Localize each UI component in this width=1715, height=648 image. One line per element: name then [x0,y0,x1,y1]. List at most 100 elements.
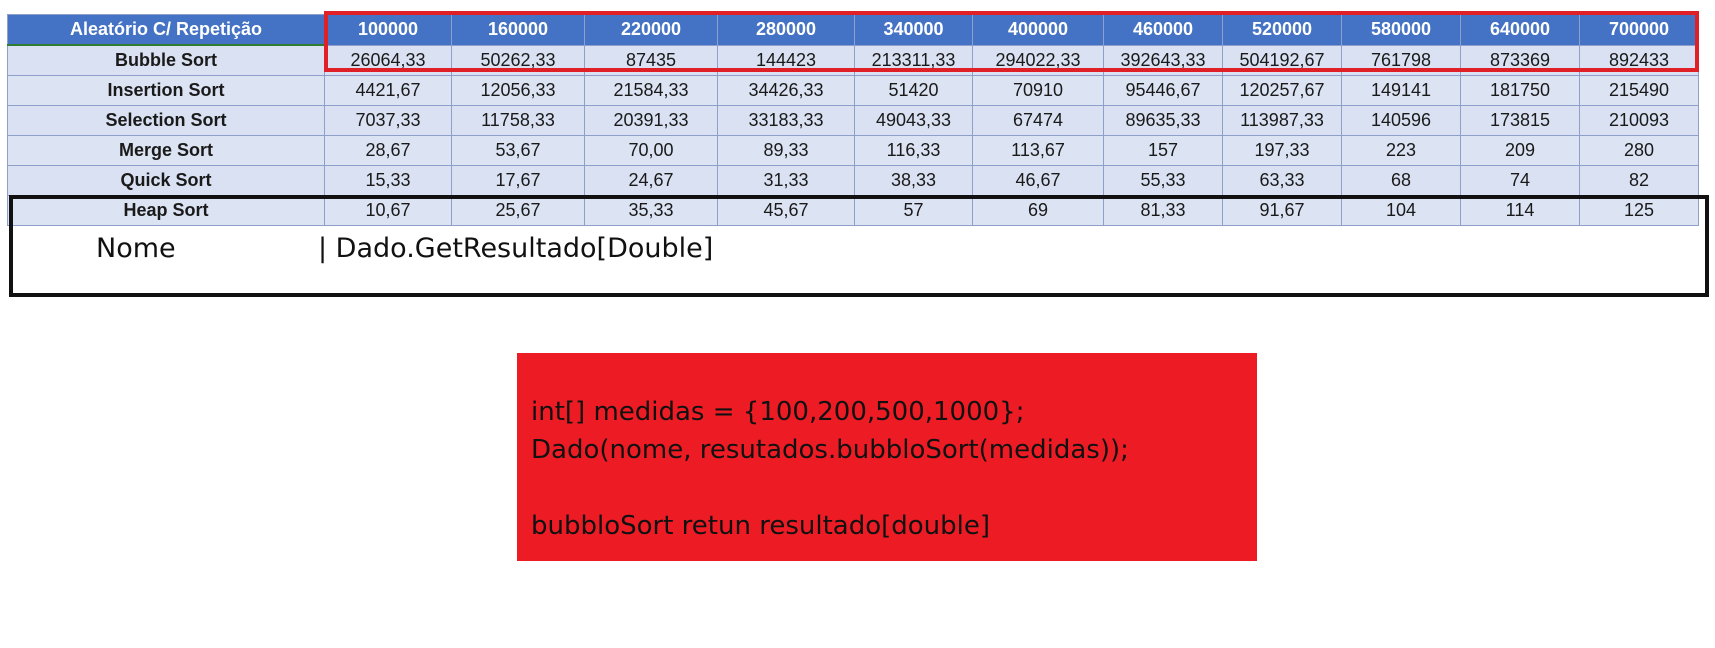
table-cell[interactable]: 34426,33 [717,75,855,106]
table-cell[interactable]: 113,67 [972,135,1104,166]
table-cell[interactable]: 69 [972,195,1104,226]
table-cell[interactable]: 33183,33 [717,105,855,136]
table-cell[interactable]: 20391,33 [584,105,718,136]
table-cell[interactable]: 21584,33 [584,75,718,106]
table-cell[interactable]: 210093 [1579,105,1699,136]
table-cell[interactable]: 4421,67 [324,75,452,106]
table-cell[interactable]: 53,67 [451,135,585,166]
table-cell[interactable]: 46,67 [972,165,1104,196]
table-cell[interactable]: 116,33 [854,135,973,166]
table-cell[interactable]: 89635,33 [1103,105,1223,136]
column-header[interactable]: 340000 [854,14,973,46]
table-cell[interactable]: 28,67 [324,135,452,166]
table-cell[interactable]: 95446,67 [1103,75,1223,106]
format-line: Nome | Dado.GetResultado[Double] [96,233,713,264]
table-cell[interactable]: 125 [1579,195,1699,226]
table-cell[interactable]: 70,00 [584,135,718,166]
table-cell[interactable]: 70910 [972,75,1104,106]
table-cell[interactable]: 89,33 [717,135,855,166]
row-label[interactable]: Insertion Sort [7,75,325,106]
table-cell[interactable]: 91,67 [1222,195,1342,226]
table-cell[interactable]: 7037,33 [324,105,452,136]
table-cell[interactable]: 209 [1460,135,1580,166]
table-cell[interactable]: 87435 [584,44,718,76]
column-header[interactable]: 220000 [584,14,718,46]
table-cell[interactable]: 114 [1460,195,1580,226]
table-cell[interactable]: 51420 [854,75,973,106]
table-cell[interactable]: 12056,33 [451,75,585,106]
name-label: Nome [96,233,176,264]
row-label[interactable]: Selection Sort [7,105,325,136]
table-cell[interactable]: 38,33 [854,165,973,196]
table-cell[interactable]: 181750 [1460,75,1580,106]
table-cell[interactable]: 50262,33 [451,44,585,76]
table-cell[interactable]: 74 [1460,165,1580,196]
table-cell[interactable]: 197,33 [1222,135,1342,166]
table-cell[interactable]: 104 [1341,195,1461,226]
column-header[interactable]: 640000 [1460,14,1580,46]
table-cell[interactable]: 25,67 [451,195,585,226]
table-cell[interactable]: 81,33 [1103,195,1223,226]
code-line: bubbloSort retun resultado[double] [531,511,991,541]
column-header[interactable]: 100000 [324,14,452,46]
table-cell[interactable]: 17,67 [451,165,585,196]
table-cell[interactable]: 280 [1579,135,1699,166]
table-cell[interactable]: 157 [1103,135,1223,166]
table-cell[interactable]: 24,67 [584,165,718,196]
table-cell[interactable]: 892433 [1579,44,1699,76]
column-header[interactable]: 400000 [972,14,1104,46]
table-cell[interactable]: 45,67 [717,195,855,226]
code-line: Dado(nome, resutados.bubbloSort(medidas)… [531,435,1129,465]
table-cell[interactable]: 26064,33 [324,44,452,76]
table-cell[interactable]: 63,33 [1222,165,1342,196]
row-label[interactable]: Merge Sort [7,135,325,166]
row-label[interactable]: Quick Sort [7,165,325,196]
code-note: int[] medidas = {100,200,500,1000}; Dado… [517,353,1257,561]
table-cell[interactable]: 68 [1341,165,1461,196]
table-cell[interactable]: 223 [1341,135,1461,166]
table-cell[interactable]: 15,33 [324,165,452,196]
column-header[interactable]: 700000 [1579,14,1699,46]
table-row: Selection Sort 7037,33 11758,33 20391,33 331… [7,105,1699,136]
table-cell[interactable]: 140596 [1341,105,1461,136]
table-cell[interactable]: 67474 [972,105,1104,136]
row-label[interactable]: Heap Sort [7,195,325,226]
code-line: int[] medidas = {100,200,500,1000}; [531,397,1025,427]
table-cell[interactable]: 294022,33 [972,44,1104,76]
column-header[interactable]: 580000 [1341,14,1461,46]
table-cell[interactable]: 55,33 [1103,165,1223,196]
table-cell[interactable]: 873369 [1460,44,1580,76]
corner-header[interactable]: Aleatório C/ Repetição [7,14,325,46]
result-label: | Dado.GetResultado[Double] [318,233,714,264]
table-row: Insertion Sort 4421,67 12056,33 21584,33 344… [7,75,1699,106]
table-cell[interactable]: 144423 [717,44,855,76]
table-cell[interactable]: 213311,33 [854,44,973,76]
table-row: Merge Sort 28,67 53,67 70,00 89,33 116,33 113,… [7,135,1699,166]
table-cell[interactable]: 82 [1579,165,1699,196]
table-row: Bubble Sort 26064,33 50262,33 87435 144423 21… [7,44,1699,76]
table-cell[interactable]: 11758,33 [451,105,585,136]
table-cell[interactable]: 392643,33 [1103,44,1223,76]
table-cell[interactable]: 504192,67 [1222,44,1342,76]
column-header[interactable]: 460000 [1103,14,1223,46]
table-cell[interactable]: 215490 [1579,75,1699,106]
table-cell[interactable]: 49043,33 [854,105,973,136]
table-cell[interactable]: 57 [854,195,973,226]
row-label[interactable]: Bubble Sort [7,44,325,76]
table-cell[interactable]: 761798 [1341,44,1461,76]
table-cell[interactable]: 173815 [1460,105,1580,136]
table-cell[interactable]: 149141 [1341,75,1461,106]
table-cell[interactable]: 31,33 [717,165,855,196]
table-cell[interactable]: 10,67 [324,195,452,226]
table-row: Heap Sort 10,67 25,67 35,33 45,67 57 69 81,33 91… [7,195,1699,226]
code-line [531,469,1257,507]
table-cell[interactable]: 120257,67 [1222,75,1342,106]
header-row: Aleatório C/ Repetição 100000 160000 220… [7,14,1699,46]
column-header[interactable]: 520000 [1222,14,1342,46]
table-cell[interactable]: 35,33 [584,195,718,226]
table-cell[interactable]: 113987,33 [1222,105,1342,136]
results-table: Aleatório C/ Repetição 100000 160000 220… [7,14,1699,226]
table-row: Quick Sort 15,33 17,67 24,67 31,33 38,33 46,67… [7,165,1699,196]
column-header[interactable]: 280000 [717,14,855,46]
column-header[interactable]: 160000 [451,14,585,46]
